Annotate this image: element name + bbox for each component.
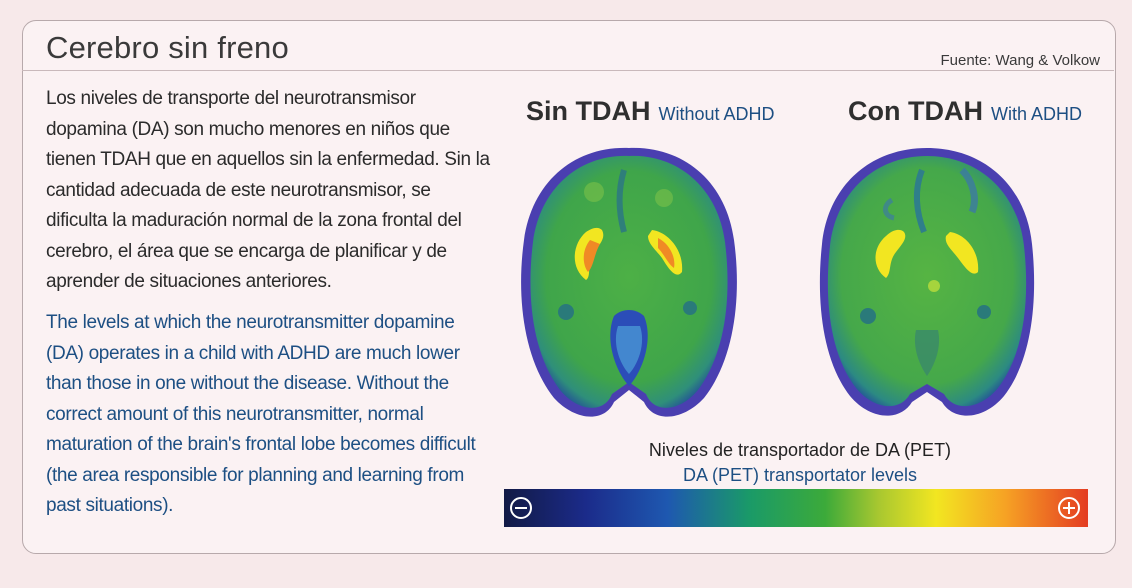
brain-scan-without-adhd [521,147,737,417]
scan-label-en: Without ADHD [658,104,775,124]
legend-label-en: DA (PET) transportator levels [682,465,918,485]
page-title: Cerebro sin freno [46,30,289,65]
scan-label-es: Con TDAH [848,96,983,126]
plus-circle-icon [1058,497,1080,519]
title-block: Cerebro sin freno [46,30,289,66]
body-text-spanish: Los niveles de transporte del neurotrans… [46,88,490,292]
legend-label-es: Niveles de transportador de DA (PET) [648,440,952,460]
scan-heading-with-adhd: Con TDAH With ADHD [848,96,1082,127]
minus-circle-icon [510,497,532,519]
title-divider [22,70,1114,71]
scan-heading-without-adhd: Sin TDAH Without ADHD [526,96,775,127]
brain-scan-with-adhd [819,148,1035,416]
scan-label-es: Sin TDAH [526,96,651,126]
source-credit: Fuente: Wang & Volkow [940,52,1100,69]
scan-label-en: With ADHD [990,104,1082,124]
body-text-english: The levels at which the neurotransmitter… [46,312,476,516]
color-scale-bar [504,489,1088,527]
